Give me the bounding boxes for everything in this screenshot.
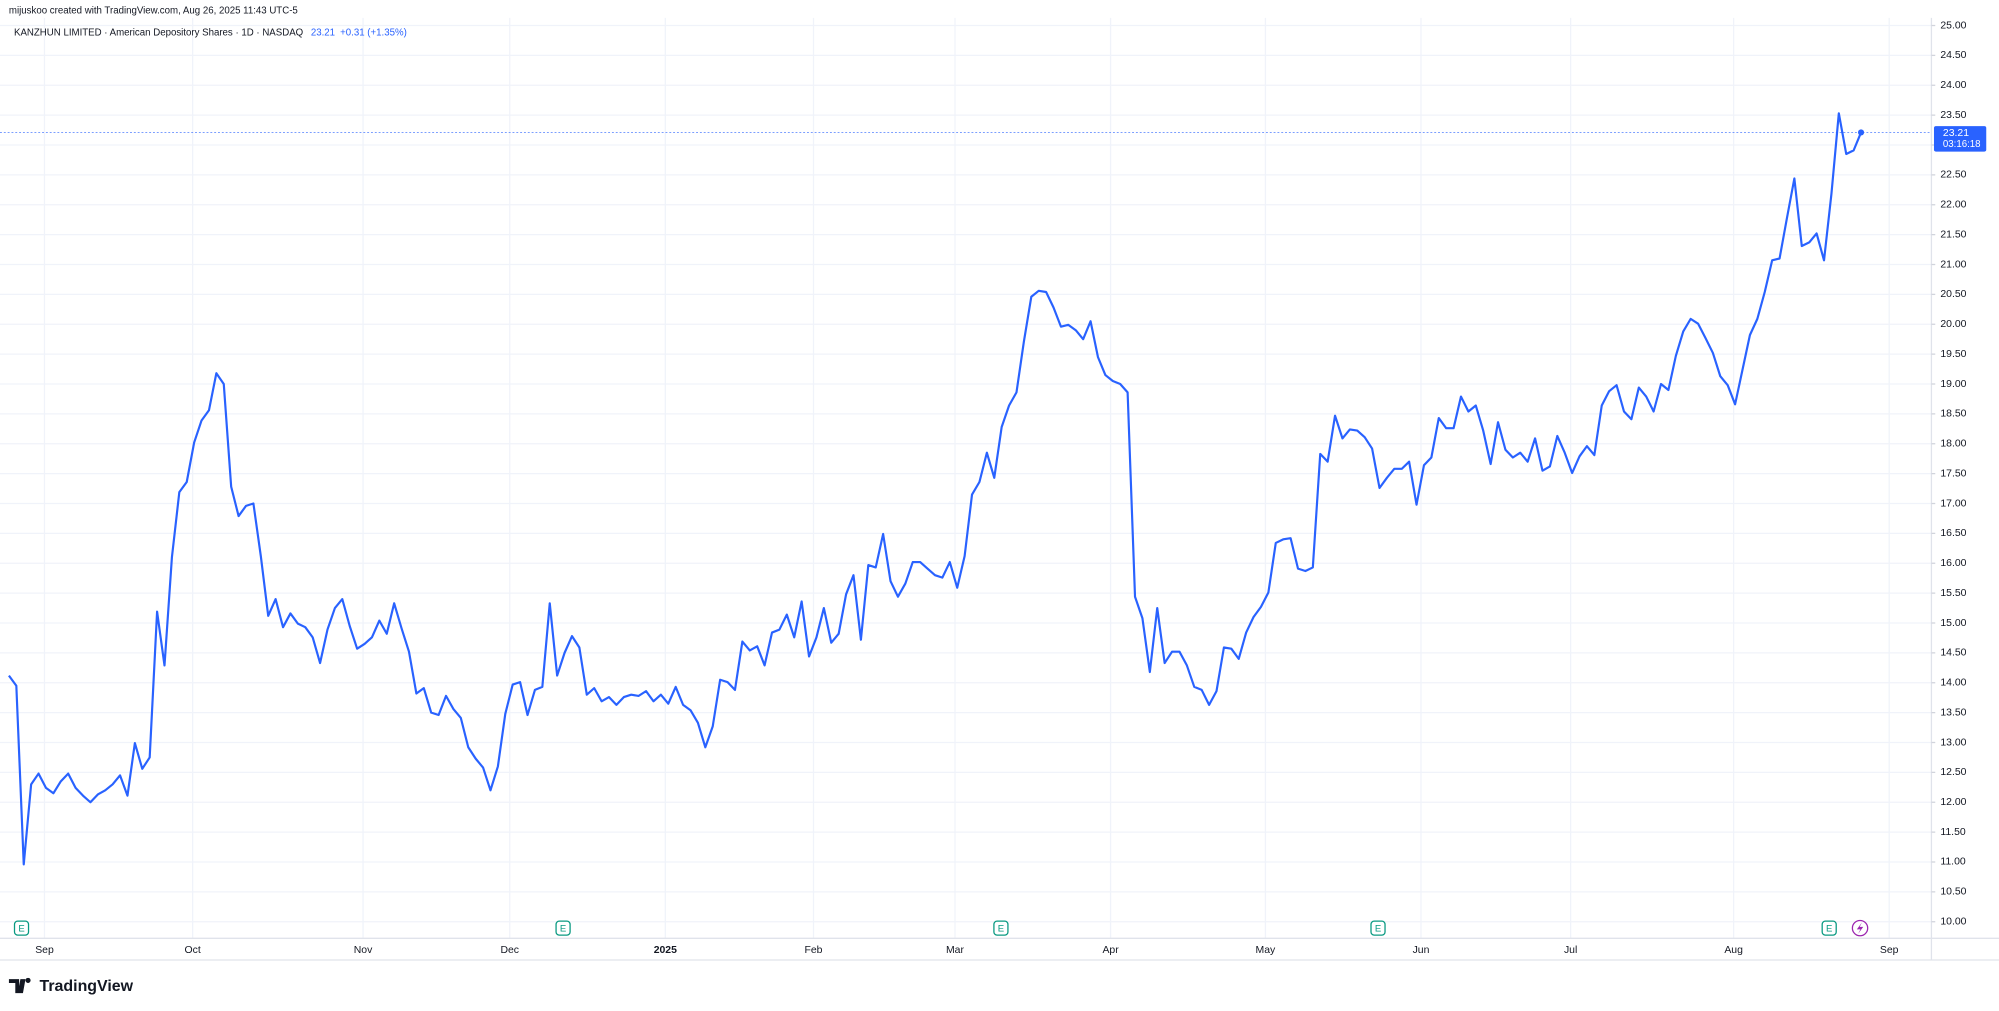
x-tick-label: Feb [804,945,822,956]
price-line [8,112,1863,866]
y-tick-label: 18.00 [1940,439,1966,450]
earnings-marker-label: E [560,923,566,934]
x-tick-label: 2025 [654,945,677,956]
header: mijuskoo created with TradingView.com, A… [9,5,298,16]
y-tick-label: 24.00 [1940,80,1966,91]
price-badge [1933,126,1987,152]
y-tick-label: 13.50 [1940,707,1966,718]
x-tick-label: Apr [1102,945,1119,956]
earnings-marker [993,920,1009,936]
y-tick-label: 17.50 [1940,468,1966,479]
earnings-marker-label: E [1375,923,1381,934]
x-tick-label: Jun [1413,945,1430,956]
y-tick-label: 17.00 [1940,498,1966,509]
y-tick-label: 11.00 [1940,857,1966,868]
earnings-marker [1821,920,1837,936]
brand-name: TradingView [40,978,134,995]
y-tick-label: 24.50 [1940,50,1966,61]
last-point [1857,129,1865,136]
y-tick-label: 22.50 [1940,170,1966,181]
y-tick-label: 20.50 [1940,289,1966,300]
earnings-marker [1370,920,1386,936]
y-tick-label: 15.50 [1940,588,1966,599]
earnings-marker [13,920,30,936]
y-tick-label: 12.00 [1940,797,1966,808]
y-tick-label: 23.50 [1940,110,1966,121]
y-tick-label: 13.00 [1940,737,1966,748]
y-tick-label: 14.50 [1940,648,1966,659]
legend-price: 23.21 [311,28,335,39]
grid [0,17,1932,939]
y-tick-label: 15.00 [1940,618,1966,629]
y-tick-label: 16.50 [1940,528,1966,539]
x-tick-label: Jul [1564,945,1577,956]
y-tick-label: 21.50 [1940,229,1966,240]
y-tick-label: 10.00 [1940,917,1966,928]
price-badge-countdown: 03:16:18 [1943,139,1981,150]
price-badge-value: 23.21 [1943,128,1969,139]
y-tick-label: 12.50 [1940,767,1966,778]
x-tick-label: Dec [500,945,519,956]
x-tick-label: Sep [35,945,54,956]
y-tick-label: 22.00 [1940,200,1966,211]
plot [0,112,1932,866]
y-tick-label: 18.50 [1940,409,1966,420]
legend-title: KANZHUN LIMITED · American Depository Sh… [14,28,304,39]
y-tick-label: 19.50 [1940,349,1966,360]
x-tick-label: Aug [1724,945,1743,956]
y-tick-label: 20.00 [1940,319,1966,330]
earnings-marker-label: E [1826,923,1832,934]
x-tick-label: Mar [946,945,964,956]
y-tick-label: 21.00 [1940,259,1966,270]
event-flash [1851,919,1869,937]
x-tick-label: Sep [1880,945,1899,956]
x-tick-label: Nov [354,945,373,956]
brand-logo: TradingView [8,977,134,995]
legend-change: +0.31 (+1.35%) [340,28,407,39]
earnings-marker-label: E [998,923,1004,934]
y-tick-label: 19.00 [1940,379,1966,390]
y-tick-label: 11.50 [1940,827,1966,838]
earnings-marker [555,920,571,936]
y-tick-label: 14.00 [1940,678,1966,689]
x-tick-label: May [1256,945,1276,956]
y-tick-label: 10.50 [1940,887,1966,898]
earnings-marker-label: E [18,923,24,934]
y-tick-label: 16.00 [1940,558,1966,569]
x-tick-label: Oct [185,945,201,956]
y-tick-label: 25.00 [1940,20,1966,31]
